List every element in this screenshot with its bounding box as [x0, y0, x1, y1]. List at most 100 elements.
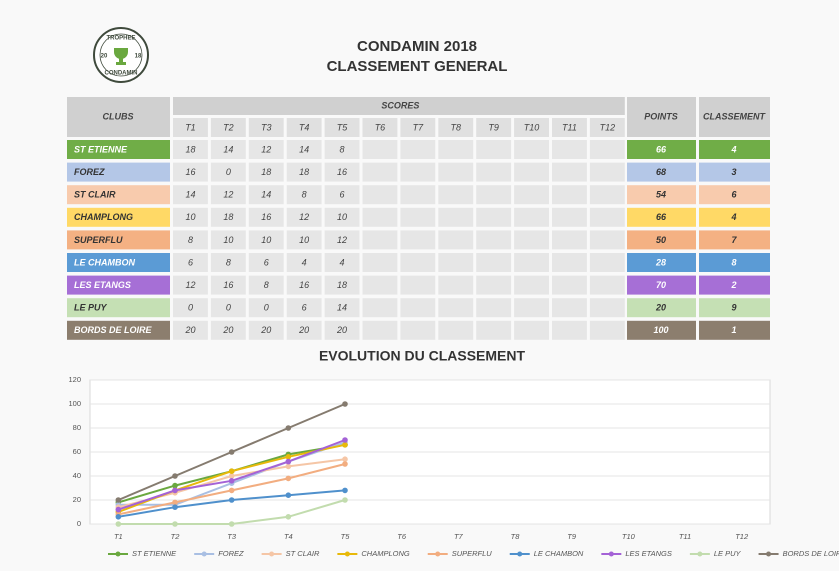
club-cell [67, 320, 170, 340]
points-cell [627, 230, 696, 250]
round-header-text: T8 [450, 122, 461, 132]
rank-cell [699, 140, 770, 159]
score-cell [210, 275, 246, 295]
score: 8 [340, 144, 345, 154]
point [342, 442, 348, 448]
rank: 4 [730, 212, 736, 222]
score: 12 [337, 235, 347, 245]
score: 20 [222, 325, 233, 335]
round-header [438, 118, 474, 137]
score-cell [400, 275, 436, 295]
score: 14 [337, 303, 347, 313]
point [342, 437, 348, 443]
round-header-text: T1 [185, 122, 196, 132]
club-cell [67, 298, 170, 318]
y-tick-label: 0 [77, 519, 81, 528]
point [285, 463, 292, 470]
point [342, 461, 348, 467]
y-tick-label: 100 [68, 399, 81, 408]
club-name: SUPERFLU [74, 235, 123, 245]
points: 70 [656, 280, 666, 290]
score-cell [589, 253, 625, 272]
score: 12 [223, 190, 233, 200]
score: 14 [299, 144, 309, 154]
score-cell [400, 140, 436, 159]
score-cell [476, 185, 512, 205]
club-name: LE PUY [74, 303, 108, 313]
points-cell [627, 298, 696, 318]
x-tick-label: T9 [567, 532, 577, 541]
title: CONDAMIN 2018 [357, 38, 477, 55]
points-cell [627, 253, 696, 272]
round-header [248, 118, 284, 137]
legend-dot [608, 551, 614, 557]
points-header-text: POINTS [644, 111, 678, 121]
club-name: LES ETANGS [74, 280, 131, 290]
round-header-text: T7 [413, 122, 424, 132]
score-cell [362, 320, 398, 340]
score-cell [476, 298, 512, 318]
score-cell [514, 140, 549, 159]
score-cell [210, 230, 246, 250]
score: 0 [188, 303, 193, 313]
legend-dot [766, 551, 772, 557]
score: 16 [223, 280, 233, 290]
score-cell [400, 253, 436, 272]
score-cell [552, 207, 587, 227]
point [228, 487, 235, 494]
round-header [362, 118, 398, 137]
points-header [627, 97, 696, 137]
x-tick-label: T1 [114, 532, 123, 541]
rank-cell [699, 320, 770, 340]
round-header [210, 118, 246, 137]
club-name: ST ETIENNE [74, 144, 128, 154]
logo-left: 20 [101, 54, 108, 60]
score-cell [514, 185, 549, 205]
score-cell [514, 230, 549, 250]
points-cell [627, 207, 696, 227]
score-cell [589, 320, 625, 340]
score-cell [173, 320, 208, 340]
points-cell [627, 275, 696, 295]
score-cell [438, 162, 474, 182]
rank: 8 [731, 257, 736, 267]
score: 20 [336, 325, 347, 335]
score-cell [324, 230, 360, 250]
score-cell [324, 320, 360, 340]
score-cell [210, 207, 246, 227]
logo-inner-ring [99, 33, 143, 77]
logo-bottom: CONDAMIN [105, 71, 138, 77]
score-cell [210, 298, 246, 318]
score-cell [552, 298, 587, 318]
legend-label: LE CHAMBON [534, 549, 584, 558]
score-cell [362, 185, 398, 205]
score-cell [476, 275, 512, 295]
club-name: ST CLAIR [74, 190, 116, 200]
round-header-text: T5 [337, 122, 348, 132]
point [115, 497, 122, 503]
points: 100 [653, 325, 668, 335]
score: 8 [188, 235, 193, 245]
chart-title: EVOLUTION DU CLASSEMENT [319, 348, 526, 364]
score: 12 [299, 212, 309, 222]
round-header-text: T12 [600, 122, 616, 132]
score-cell [552, 253, 587, 272]
score-cell [438, 253, 474, 272]
score-cell [438, 275, 474, 295]
score-cell [400, 162, 436, 182]
score: 6 [302, 303, 307, 313]
score-cell [324, 253, 360, 272]
score-cell [589, 230, 625, 250]
score: 8 [264, 280, 269, 290]
club-cell [67, 230, 170, 250]
score: 10 [299, 235, 309, 245]
score-cell [286, 230, 322, 250]
x-tick-label: T8 [511, 532, 521, 541]
score: 8 [302, 190, 307, 200]
legend-label: LE PUY [714, 549, 742, 558]
rank: 3 [731, 167, 736, 177]
score-cell [324, 140, 360, 159]
score-cell [438, 185, 474, 205]
rank-cell [699, 253, 770, 272]
